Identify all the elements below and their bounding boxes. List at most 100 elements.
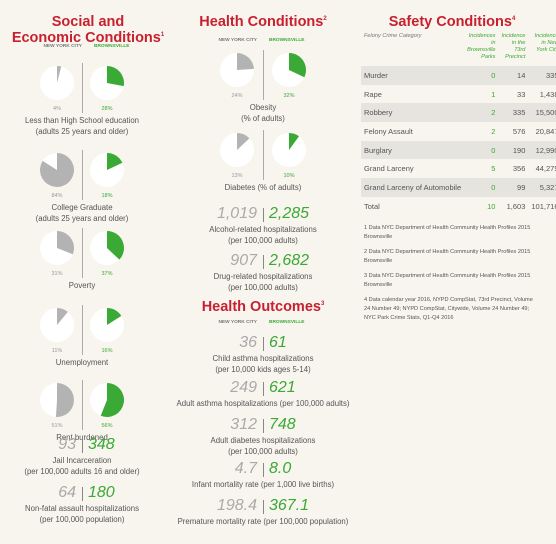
pie-label: 13% [231, 173, 243, 179]
brownsville-rate: 621 [269, 379, 296, 396]
column-label: BROWNSVILLE [269, 320, 305, 325]
table-cell: 33 [517, 89, 526, 99]
table-cell: 0 [491, 182, 496, 192]
pie [40, 66, 74, 100]
table-cell: 44,279 [535, 164, 556, 174]
caption: Diabetes (% of adults) [224, 183, 302, 192]
section-title: Health Outcomes3 [201, 299, 325, 315]
note-ref: 1 [160, 32, 165, 39]
pie-label: 28% [101, 106, 113, 112]
caption: (per 100,000 adults 16 and older) [24, 466, 140, 476]
table-cell: 1,438 [539, 89, 556, 99]
pie-slice [55, 383, 75, 417]
brownsville-rate: 8.0 [269, 460, 292, 477]
table-cell: 356 [512, 164, 526, 174]
divider [82, 228, 83, 278]
pie-slice [107, 308, 122, 325]
pie-label: 31% [51, 271, 63, 277]
caption: Adult asthma hospitalizations (per 100,0… [176, 399, 350, 408]
table-cell: 335 [546, 70, 556, 80]
pie-label: 16% [101, 348, 113, 354]
caption: (adults 25 years and older) [35, 213, 129, 223]
nyc-rate: 249 [230, 379, 257, 396]
brownsville-rate: 61 [269, 334, 287, 351]
header-cell: Felony Crime Category [364, 33, 422, 39]
caption: Drug-related hospitalizations [213, 272, 313, 281]
crime-table: Felony Crime Category Incidences in Brown… [361, 33, 556, 216]
pie-label: 4% [53, 106, 61, 112]
brownsville-rate: 748 [269, 416, 296, 433]
table-cell: 576 [512, 126, 526, 136]
caption: Obesity [249, 103, 277, 112]
column-label: NEW YORK CITY [218, 38, 257, 43]
note-ref: 4 [511, 16, 516, 23]
table-cell: Total [364, 201, 380, 211]
pie-slice [107, 153, 123, 170]
footnote: 3 Data NYC Department of Health Communit… [364, 273, 531, 288]
pie-label: 51% [51, 423, 63, 429]
divider [263, 500, 264, 514]
nyc-rate: 93 [58, 436, 76, 453]
pie-slice [57, 231, 74, 255]
pie-slice [107, 231, 124, 260]
brownsville-rate: 348 [88, 436, 115, 453]
pie [90, 231, 124, 265]
table-cell: 101,716 [531, 201, 556, 211]
table-row: Total 10 1,603 101,716 [361, 196, 556, 216]
footnote: 2 Data NYC Department of Health Communit… [364, 249, 531, 264]
table-cell: 0 [491, 145, 496, 155]
table-cell: 20,847 [535, 126, 556, 136]
table-cell: 12,990 [535, 145, 556, 155]
nyc-rate: 907 [230, 252, 257, 269]
table-header: Felony Crime Category Incidences in Brown… [361, 33, 556, 66]
table-cell: 10 [487, 201, 496, 211]
table-row: Robbery 2 335 15,500 [361, 103, 556, 123]
table-cell: 5 [491, 164, 496, 174]
pie [40, 308, 74, 342]
caption: (per 100,000 population) [39, 514, 125, 524]
nyc-rate: 312 [230, 416, 257, 433]
table-cell: Murder [364, 70, 388, 80]
column-label: BROWNSVILLE [269, 38, 305, 43]
nyc-rate: 36 [239, 334, 257, 351]
caption: Jail Incarceration [52, 456, 112, 465]
caption: (per 10,000 kids ages 5-14) [215, 364, 311, 374]
section-title: Social and [51, 14, 125, 30]
column-label: BROWNSVILLE [94, 44, 130, 49]
table-cell: 1 [491, 89, 496, 99]
caption: Adult diabetes hospitalizations [210, 436, 316, 445]
pie-slice [289, 53, 306, 78]
divider [263, 130, 264, 180]
table-cell: 2 [491, 108, 496, 118]
pie [272, 53, 306, 87]
divider [263, 419, 264, 433]
pie [220, 53, 254, 87]
caption: Poverty [68, 281, 96, 290]
section-title: Safety Conditions4 [388, 14, 516, 30]
pie-label: 32% [283, 93, 295, 99]
caption: (per 100,000 adults) [228, 446, 298, 456]
pie [90, 153, 124, 187]
caption: (adults 25 years and older) [35, 126, 129, 136]
pie-slice [40, 153, 74, 187]
table-row: Felony Assault 2 576 20,847 [361, 122, 556, 141]
pie-label: 10% [283, 173, 295, 179]
pie-slice [100, 383, 124, 417]
caption: Non-fatal assault hospitalizations [25, 504, 139, 513]
table-cell: 335 [512, 108, 526, 118]
table-cell: Robbery [364, 108, 393, 118]
brownsville-rate: 2,682 [269, 252, 310, 269]
table-cell: 2 [491, 126, 496, 136]
table-row: Burglary 0 190 12,990 [361, 140, 556, 160]
pie [40, 231, 74, 265]
pie-slice [57, 308, 68, 325]
table-cell: Grand Larceny [364, 164, 414, 174]
brownsville-rate: 2,285 [269, 205, 310, 222]
note-ref: 2 [323, 16, 327, 23]
brownsville-rate: 180 [88, 484, 115, 501]
table-cell: 0 [491, 70, 496, 80]
section-title: Economic Conditions1 [11, 30, 165, 46]
table-cell: 14 [517, 70, 526, 80]
pie [90, 308, 124, 342]
